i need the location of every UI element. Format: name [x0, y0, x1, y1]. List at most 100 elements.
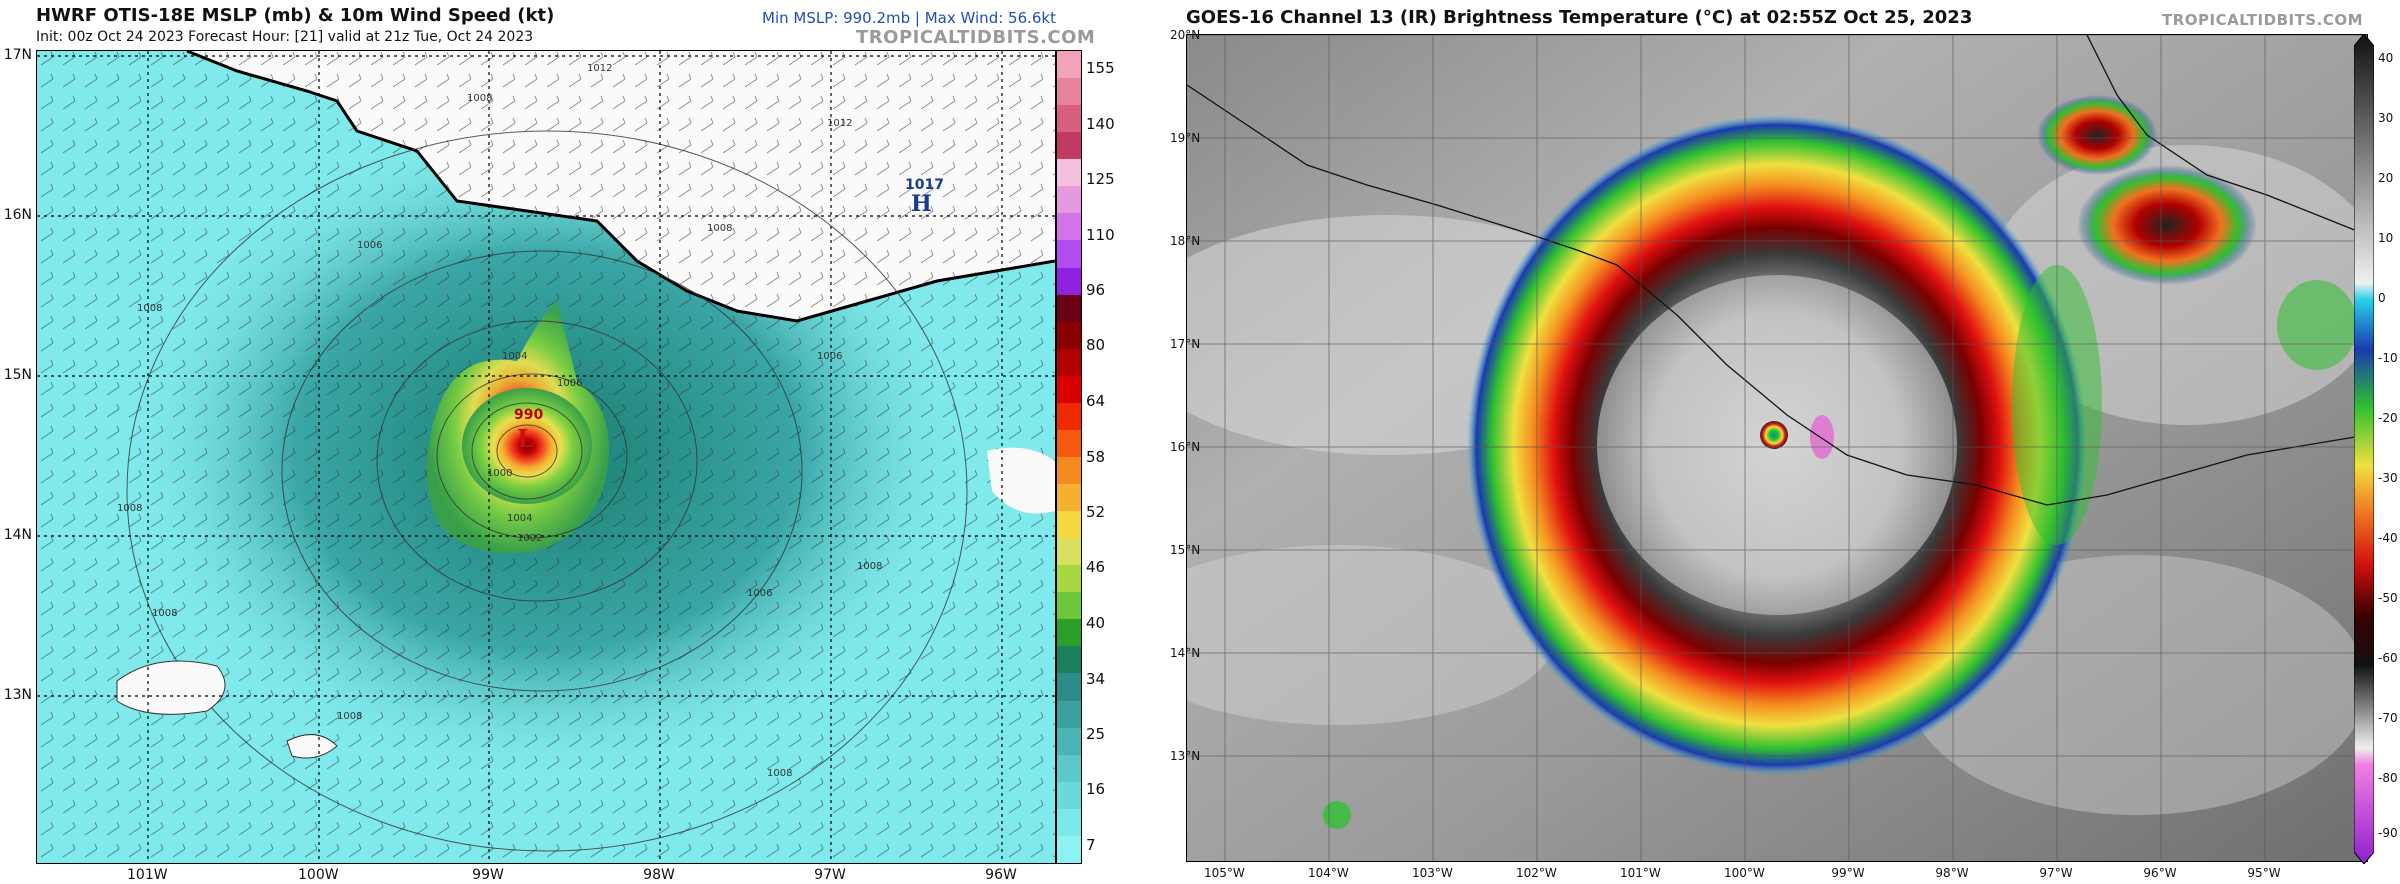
lon-label: 100W [298, 867, 339, 883]
lat-label: 17N [3, 47, 32, 63]
brightness-temp-colorbar [2354, 34, 2374, 864]
hwrf-model-panel: HWRF OTIS-18E MSLP (mb) & 10m Wind Speed… [0, 0, 1170, 884]
colorbar-tick-label: 125 [1086, 170, 1115, 188]
hwrf-title: HWRF OTIS-18E MSLP (mb) & 10m Wind Speed… [36, 5, 555, 26]
lat-label: 13N [3, 687, 32, 703]
contour-label: 1006 [747, 588, 772, 599]
lat-label: 15N [3, 367, 32, 383]
wind-speed-colorbar [1056, 50, 1082, 864]
lon-label: 97°W [2039, 866, 2073, 880]
lon-label: 104°W [1308, 866, 1349, 880]
colorbar-tick-label: -90 [2378, 826, 2398, 840]
contour-label: 1006 [557, 378, 582, 389]
colorbar-swatch [1057, 267, 1081, 295]
colorbar-tick-label: -60 [2378, 651, 2398, 665]
lat-label: 16°N [1170, 440, 1201, 454]
colorbar-swatch [1057, 240, 1081, 268]
colorbar-swatch [1057, 348, 1081, 376]
lon-label: 98°W [1935, 866, 1969, 880]
lon-label: 103°W [1412, 866, 1453, 880]
contour-label: 1000 [487, 468, 512, 479]
colorbar-swatch [1057, 78, 1081, 106]
colorbar-tick-label: 34 [1086, 670, 1106, 688]
colorbar-tick-label: 140 [1086, 115, 1115, 133]
colorbar-swatch [1057, 429, 1081, 457]
colorbar-tick-label: 0 [2378, 291, 2386, 305]
colorbar-swatch [1057, 619, 1081, 647]
lon-label: 98W [643, 867, 675, 883]
hwrf-stats: Min MSLP: 990.2mb | Max Wind: 56.6kt [762, 9, 1057, 27]
brand-watermark-right: TROPICALTIDBITS.COM [2162, 11, 2363, 29]
colorbar-tick-label: 20 [2378, 171, 2394, 185]
lon-label: 100°W [1724, 866, 1765, 880]
lon-label: 102°W [1516, 866, 1557, 880]
colorbar-swatch [1057, 456, 1081, 484]
high-pressure-value: 1017 [905, 177, 944, 193]
colorbar-tick-label: -30 [2378, 471, 2398, 485]
colorbar-swatch [1057, 213, 1081, 241]
colorbar-swatch [1057, 511, 1081, 539]
colorbar-tick-label: -10 [2378, 351, 2398, 365]
lon-label: 99°W [1831, 866, 1865, 880]
lon-label: 96°W [2143, 866, 2177, 880]
lat-label: 17°N [1170, 337, 1201, 351]
lon-label: 97W [814, 867, 846, 883]
colorbar-swatch [1057, 808, 1081, 836]
contour-label: 1004 [502, 351, 527, 362]
colorbar-swatch [1057, 754, 1081, 782]
contour-label: 1008 [857, 561, 882, 572]
low-pressure-letter: L [517, 424, 534, 453]
high-pressure-letter: H [911, 191, 932, 217]
colorbar-tick-label: 7 [1086, 836, 1096, 854]
colorbar-tick-label: -20 [2378, 411, 2398, 425]
colorbar-swatch [1057, 186, 1081, 214]
contour-label: 1008 [117, 503, 142, 514]
lat-label: 16N [3, 207, 32, 223]
hwrf-map: 1012 1008 1012 1008 1006 1008 1004 1006 … [36, 50, 1056, 864]
goes-satellite-panel: GOES-16 Channel 13 (IR) Brightness Tempe… [1170, 0, 2400, 884]
contour-label: 1008 [152, 608, 177, 619]
lat-label: 15°N [1170, 543, 1201, 557]
lat-label: 19°N [1170, 131, 1201, 145]
contour-label: 1008 [707, 223, 732, 234]
lat-label: 13°N [1170, 749, 1201, 763]
contour-label: 1012 [587, 63, 612, 74]
contour-label: 1006 [357, 240, 382, 251]
lat-label: 14°N [1170, 646, 1201, 660]
lat-label: 14N [3, 527, 32, 543]
low-pressure-value: 990 [514, 407, 543, 423]
colorbar-swatch [1057, 700, 1081, 728]
lon-label: 99W [472, 867, 504, 883]
colorbar-tick-label: -50 [2378, 591, 2398, 605]
colorbar-tick-label: 52 [1086, 503, 1106, 521]
colorbar-tick-label: 40 [2378, 51, 2394, 65]
colorbar-swatch [1057, 484, 1081, 512]
colorbar-swatch [1057, 565, 1081, 593]
colorbar-tick-label: 10 [2378, 231, 2394, 245]
lon-label: 95°W [2247, 866, 2281, 880]
colorbar-tick-label: 155 [1086, 59, 1115, 77]
colorbar-tick-label: -70 [2378, 711, 2398, 725]
colorbar-swatch [1057, 835, 1081, 863]
goes-title: GOES-16 Channel 13 (IR) Brightness Tempe… [1186, 7, 1973, 28]
colorbar-tick-label: 64 [1086, 392, 1106, 410]
colorbar-swatch [1057, 402, 1081, 430]
colorbar-tick-label: 16 [1086, 780, 1106, 798]
colorbar-swatch [1057, 105, 1081, 133]
hwrf-map-svg: 1012 1008 1012 1008 1006 1008 1004 1006 … [37, 51, 1055, 863]
goes-map-svg [1187, 35, 2367, 861]
colorbar-swatch [1057, 132, 1081, 160]
colorbar-swatch [1057, 159, 1081, 187]
contour-label: 1002 [517, 533, 542, 544]
colorbar-swatch [1057, 51, 1081, 79]
colorbar-swatch [1057, 592, 1081, 620]
colorbar-tick-label: 80 [1086, 336, 1106, 354]
colorbar-swatch [1057, 781, 1081, 809]
lon-label: 101W [127, 867, 168, 883]
colorbar-tick-label: 96 [1086, 281, 1106, 299]
colorbar-swatch [1057, 294, 1081, 322]
colorbar-swatch [1057, 375, 1081, 403]
colorbar-swatch [1057, 727, 1081, 755]
colorbar-swatch [1057, 538, 1081, 566]
contour-label: 1008 [137, 303, 162, 314]
